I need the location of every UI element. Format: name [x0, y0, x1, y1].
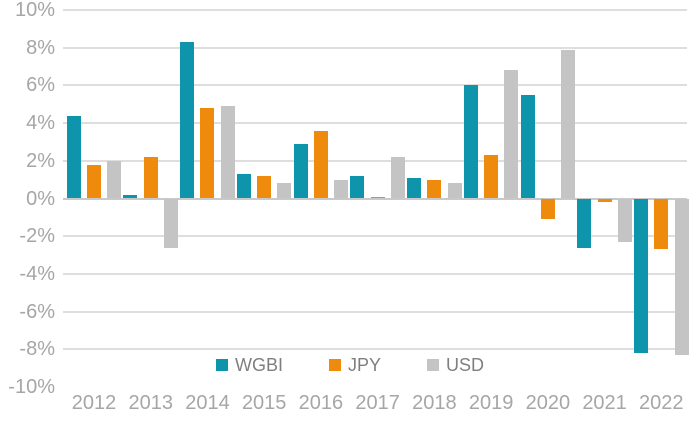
bar-wgbi-2022 — [634, 198, 648, 354]
legend-swatch-icon — [427, 359, 439, 371]
x-tick-label-2016: 2016 — [298, 392, 344, 414]
gridline — [63, 122, 687, 125]
legend-swatch-icon — [328, 359, 341, 371]
bar-wgbi-2019 — [463, 85, 478, 199]
legend-label: WGBI — [234, 355, 283, 375]
bar-wgbi-2013 — [123, 194, 138, 199]
x-tick-label-2021: 2021 — [582, 392, 627, 414]
bar-wgbi-2014 — [180, 42, 195, 199]
x-tick-label-2015: 2015 — [241, 392, 287, 414]
legend-item-wgbi: WGBI — [215, 355, 283, 375]
legend-item-jpy: JPY — [328, 355, 381, 375]
legend-item-usd: USD — [427, 355, 484, 375]
bar-usd-2016 — [334, 179, 349, 199]
x-tick-label-2017: 2017 — [355, 392, 400, 414]
gridline — [63, 310, 687, 313]
bar-usd-2019 — [504, 70, 519, 199]
bar-wgbi-2016 — [293, 143, 308, 199]
bar-usd-2014 — [220, 106, 235, 199]
gridline — [63, 159, 687, 162]
bar-usd-2015 — [277, 183, 292, 199]
x-tick-label-2014: 2014 — [185, 392, 230, 414]
legend-label: USD — [446, 355, 485, 375]
x-tick-label-2012: 2012 — [71, 392, 117, 414]
x-tick-label-2022: 2022 — [639, 392, 684, 414]
bar-jpy-2013 — [143, 157, 158, 199]
bar-jpy-2022 — [654, 198, 669, 250]
y-axis: 10% 8% 6% 4% 2% 0% -2% -4% -6% -8% -10% — [0, 0, 55, 425]
bar-usd-2022 — [674, 198, 689, 355]
x-axis: 2012 2013 2014 2015 2016 2017 2018 2019 2020 2021… — [0, 390, 700, 418]
y-tick-label: -4% — [19, 262, 55, 285]
zero-gridline — [63, 197, 687, 200]
y-tick-label: 4% — [26, 112, 55, 135]
bar-jpy-2012 — [87, 164, 101, 199]
y-tick-label: 2% — [26, 149, 55, 172]
bar-usd-2021 — [617, 198, 632, 242]
bar-jpy-2015 — [257, 175, 272, 199]
gridline — [63, 46, 687, 49]
gridline — [63, 348, 687, 351]
y-tick-label: 0% — [26, 187, 55, 210]
x-tick-label-2013: 2013 — [128, 392, 173, 414]
x-tick-label-2020: 2020 — [525, 392, 571, 414]
y-tick-label: 10% — [14, 0, 55, 21]
bar-jpy-2016 — [313, 130, 328, 199]
legend-label: JPY — [347, 355, 381, 375]
plot-area — [63, 0, 689, 425]
bar-usd-2012 — [107, 160, 122, 199]
bar-jpy-2017 — [370, 196, 385, 199]
bar-jpy-2020 — [540, 198, 555, 220]
bar-usd-2018 — [447, 183, 462, 199]
bar-jpy-2021 — [597, 198, 612, 203]
gridline — [63, 272, 687, 275]
bar-wgbi-2021 — [577, 198, 592, 248]
bar-wgbi-2015 — [236, 173, 251, 199]
bar-usd-2017 — [390, 157, 405, 199]
gridline — [63, 9, 687, 11]
bar-jpy-2018 — [427, 179, 442, 199]
y-tick-label: 6% — [26, 74, 55, 97]
gridline — [63, 235, 687, 238]
x-tick-label-2019: 2019 — [468, 392, 514, 414]
y-tick-label: 8% — [26, 36, 55, 59]
y-tick-label: -2% — [19, 225, 55, 248]
y-tick-label: -10% — [8, 376, 55, 398]
bar-wgbi-2017 — [350, 175, 365, 199]
y-tick-label: -8% — [19, 338, 55, 361]
bar-usd-2013 — [164, 198, 179, 248]
bar-wgbi-2018 — [407, 177, 422, 199]
legend: WGBI JPY USD — [0, 352, 700, 378]
bar-jpy-2019 — [484, 155, 499, 199]
bar-jpy-2014 — [200, 108, 215, 199]
bar-usd-2020 — [561, 49, 576, 199]
bar-wgbi-2020 — [520, 94, 535, 199]
gridline — [63, 84, 687, 87]
y-tick-label: -6% — [19, 300, 55, 323]
x-tick-label-2018: 2018 — [412, 392, 457, 414]
legend-swatch-icon — [215, 359, 228, 371]
bar-wgbi-2012 — [66, 115, 81, 199]
